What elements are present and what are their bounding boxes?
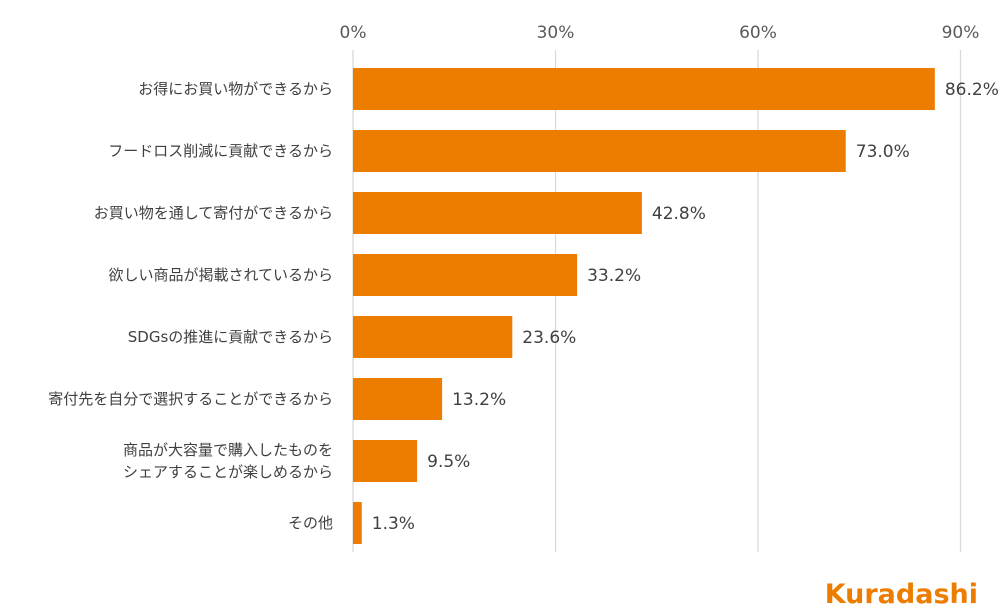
gridlines [352, 50, 962, 552]
bar [353, 192, 642, 234]
category-label: フードロス削減に貢献できるから [108, 142, 333, 160]
x-tick-label: 30% [537, 23, 575, 43]
data-label: 1.3% [372, 514, 415, 534]
data-label: 73.0% [856, 142, 910, 162]
data-label: 42.8% [652, 204, 706, 224]
x-axis-ticks: 0% 30% 60% 90% [340, 23, 980, 43]
x-tick-label: 0% [340, 23, 367, 43]
bars [353, 68, 935, 544]
data-label: 86.2% [945, 80, 999, 100]
bar [353, 68, 935, 110]
logo-text: Kuradashi [825, 579, 978, 605]
x-tick-label: 90% [942, 23, 980, 43]
bar [353, 378, 443, 420]
bar [353, 316, 513, 358]
x-tick-label: 60% [739, 23, 777, 43]
bar [353, 254, 578, 296]
data-label: 13.2% [452, 390, 506, 410]
data-labels: 86.2% 73.0% 42.8% 33.2% 23.6% 13.2% 9.5% 1.3% [372, 80, 999, 534]
category-labels: お得にお買い物ができるからフードロス削減に貢献できるからお買い物を通して寄付がで… [48, 80, 333, 532]
category-label: SDGsの推進に貢献できるから [128, 328, 333, 346]
data-label: 9.5% [427, 452, 470, 472]
category-label: その他 [288, 514, 333, 532]
category-label: シェアすることが楽しめるから [123, 463, 333, 481]
bar [353, 440, 418, 482]
data-label: 23.6% [522, 328, 576, 348]
bar [353, 502, 362, 544]
category-label: 欲しい商品が掲載されているから [108, 266, 333, 284]
bar [353, 130, 846, 172]
category-label: お買い物を通して寄付ができるから [94, 204, 333, 222]
category-label: 商品が大容量で購入したものを [123, 441, 333, 459]
data-label: 33.2% [587, 266, 641, 286]
kuradashi-logo: Kuradashi [825, 579, 978, 605]
category-label: 寄付先を自分で選択することができるから [48, 390, 333, 408]
category-label: お得にお買い物ができるから [138, 80, 333, 98]
